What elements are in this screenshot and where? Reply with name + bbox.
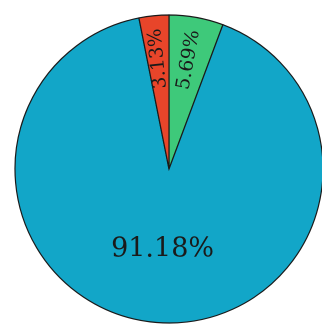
pie-slice <box>138 14 170 170</box>
pie-slice-label: 91.18% <box>111 232 214 263</box>
pie-slice <box>14 17 322 324</box>
pie-slices <box>14 14 322 324</box>
